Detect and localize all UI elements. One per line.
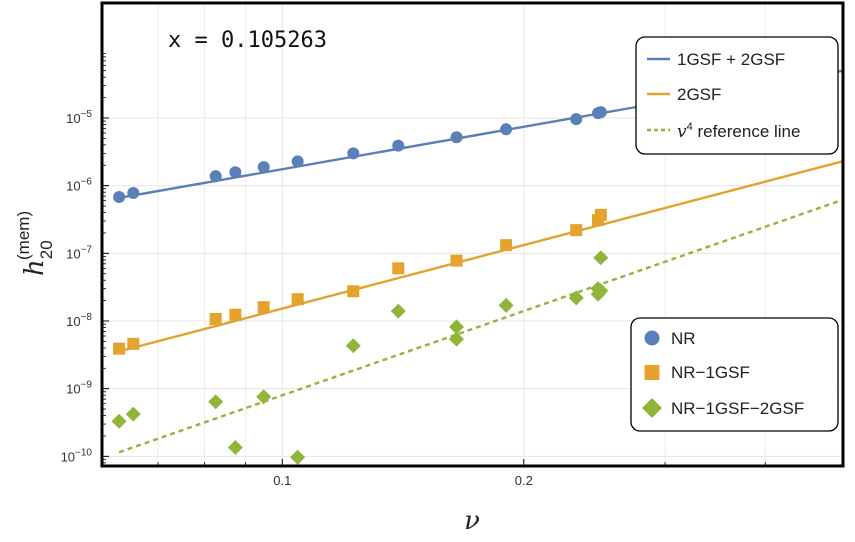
point-nr: [291, 155, 304, 168]
series-line-2: [118, 198, 844, 454]
point-nr-1gsf: [209, 313, 222, 326]
point-nr-1gsf-2gsf: [345, 338, 361, 354]
y-axis-label-text: h20: [20, 240, 56, 276]
y-tick-label-exponent: −6: [81, 177, 93, 188]
y-tick-label-base: 10: [66, 179, 80, 194]
legend-label-v4-exp: 4: [687, 121, 693, 133]
point-nr-1gsf-2gsf: [449, 319, 465, 335]
point-nr-1gsf: [291, 293, 304, 306]
point-nr-1gsf-2gsf: [498, 297, 514, 313]
point-nr-1gsf-2gsf: [227, 440, 243, 456]
point-nr-1gsf: [500, 239, 513, 252]
point-nr-1gsf: [127, 337, 140, 350]
y-tick-label: 10−5: [66, 109, 92, 126]
legend-label-nr-1gsf: NR−1GSF: [671, 363, 750, 382]
point-nr-1gsf-2gsf: [208, 394, 224, 410]
y-tick-label-exponent: −8: [81, 312, 93, 323]
y-tick-label: 10−10: [61, 447, 93, 464]
point-nr-1gsf-2gsf: [256, 389, 272, 405]
point-nr: [229, 166, 242, 179]
point-nr: [113, 190, 126, 203]
y-tick-label-base: 10: [66, 314, 80, 329]
legend-marker-nr-1gsf-2gsf: [642, 398, 662, 418]
legend-label-v4-rest: reference line: [693, 122, 801, 141]
x-tick-label: 0.2: [515, 473, 533, 488]
y-axis-label-sub: 20: [37, 240, 56, 259]
point-nr-1gsf: [570, 224, 583, 237]
y-axis-label: h20 (mem): [14, 211, 56, 276]
point-nr: [594, 106, 607, 119]
point-nr-1gsf: [594, 208, 607, 221]
y-tick-label-exponent: −9: [81, 380, 93, 391]
y-tick-label-base: 10: [66, 246, 80, 261]
x-axis-label: ν: [464, 506, 480, 536]
point-nr-1gsf: [257, 301, 270, 314]
point-nr: [347, 147, 360, 160]
point-nr: [257, 161, 270, 174]
point-nr-1gsf: [113, 342, 126, 355]
point-nr-1gsf: [392, 262, 405, 275]
annotation-x-value: x = 0.105263: [168, 28, 327, 53]
point-nr: [127, 186, 140, 199]
legend-lines: 1GSF + 2GSF 2GSF v4 reference line: [635, 36, 839, 155]
y-tick-label-base: 10: [66, 382, 80, 397]
point-nr-1gsf-2gsf: [390, 303, 406, 319]
legend-marker-nr-1gsf: [644, 365, 660, 380]
point-nr-1gsf-2gsf: [111, 413, 127, 429]
legend-label-1gsf-2gsf: 1GSF + 2GSF: [677, 50, 785, 69]
y-axis-label-main: h: [20, 259, 50, 276]
legend-label-nr-1gsf-2gsf: NR−1GSF−2GSF: [671, 399, 804, 418]
point-nr: [392, 139, 405, 152]
legend-label-v4: v4 reference line: [677, 121, 800, 142]
point-nr-1gsf-2gsf: [593, 283, 609, 299]
y-tick-label: 10−7: [66, 244, 92, 261]
point-nr-1gsf: [450, 254, 463, 267]
point-nr-1gsf-2gsf: [449, 331, 465, 347]
x-tick-label: 0.1: [273, 473, 291, 488]
point-nr-1gsf-2gsf: [593, 250, 609, 266]
y-tick-label: 10−9: [66, 380, 92, 397]
y-tick-label-exponent: −7: [81, 244, 93, 255]
legend-label-nr: NR: [671, 329, 696, 348]
point-nr: [450, 131, 463, 144]
point-nr-1gsf-2gsf: [568, 290, 584, 306]
y-axis-label-sup: (mem): [14, 211, 33, 260]
legend-label-v4-var: v: [677, 122, 687, 142]
legend-markers-box: [630, 317, 839, 432]
y-tick-label-exponent: −10: [75, 447, 92, 458]
y-tick-label-base: 10: [66, 111, 80, 126]
plot-frame: [100, 1, 845, 468]
point-nr: [570, 113, 583, 126]
point-nr-1gsf-2gsf: [125, 406, 141, 422]
legend-markers: NR NR−1GSF NR−1GSF−2GSF: [630, 317, 839, 432]
y-tick-label-base: 10: [61, 449, 75, 464]
legend-label-2gsf: 2GSF: [677, 85, 721, 104]
legend-lines-box: [635, 36, 839, 155]
point-nr: [209, 170, 222, 183]
point-nr-1gsf: [229, 308, 242, 321]
point-nr: [500, 123, 513, 136]
y-tick-label: 10−6: [66, 177, 92, 194]
data-points: [111, 106, 609, 465]
point-nr-1gsf: [347, 285, 360, 298]
legend-marker-nr: [644, 330, 660, 346]
y-tick-label-exponent: −5: [81, 109, 93, 120]
y-tick-label: 10−8: [66, 312, 92, 329]
point-nr-1gsf-2gsf: [290, 449, 306, 465]
